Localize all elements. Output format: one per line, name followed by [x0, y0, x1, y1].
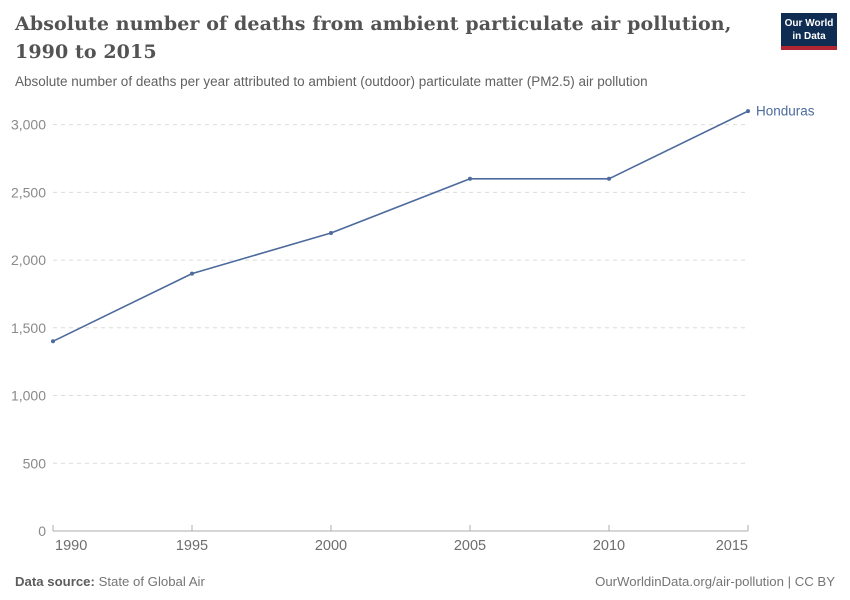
line-chart[interactable]: 0 500 1,000 1,500 2,000 2,500 3,000 1990 1995 200… — [0, 95, 850, 565]
svg-text:2010: 2010 — [593, 538, 625, 554]
svg-text:1990: 1990 — [55, 538, 87, 554]
svg-text:500: 500 — [23, 455, 47, 471]
chart-subtitle: Absolute number of deaths per year attri… — [15, 74, 648, 89]
owid-logo[interactable]: Our World in Data — [781, 13, 837, 50]
data-point-marker[interactable] — [468, 176, 472, 181]
svg-text:2,000: 2,000 — [11, 252, 46, 268]
entity-label[interactable]: Honduras — [756, 104, 815, 119]
svg-text:3,000: 3,000 — [11, 117, 46, 133]
title-line-1: Absolute number of deaths from ambient p… — [15, 13, 732, 35]
x-axis — [52, 525, 749, 532]
data-point-marker[interactable] — [607, 176, 611, 181]
data-point-marker[interactable] — [329, 231, 333, 235]
data-source-value: State of Global Air — [98, 574, 205, 589]
title-line-2: 1990 to 2015 — [15, 40, 157, 63]
gridlines — [53, 124, 748, 464]
data-source-label: Data source: — [15, 574, 95, 589]
svg-text:2005: 2005 — [454, 538, 486, 554]
svg-text:1995: 1995 — [176, 538, 208, 554]
owid-logo-line-1: Our World — [784, 18, 834, 29]
svg-text:1,000: 1,000 — [11, 388, 46, 404]
chart-footer: Data source: State of Global Air OurWorl… — [15, 574, 835, 589]
x-axis-labels: 1990 1995 2000 2005 2010 2015 — [55, 538, 748, 554]
svg-text:2,500: 2,500 — [11, 184, 46, 200]
data-point-marker[interactable] — [746, 109, 750, 114]
svg-text:2015: 2015 — [716, 538, 748, 554]
owid-logo-line-2: in Data — [792, 31, 826, 42]
svg-text:1,500: 1,500 — [11, 320, 46, 336]
svg-text:2000: 2000 — [315, 538, 347, 554]
data-point-marker[interactable] — [51, 339, 55, 344]
credit-link[interactable]: OurWorldinData.org/air-pollution | CC BY — [595, 574, 835, 589]
y-axis-labels: 0 500 1,000 1,500 2,000 2,500 3,000 — [11, 117, 46, 539]
series-line[interactable] — [51, 109, 750, 344]
data-source: Data source: State of Global Air — [15, 574, 205, 589]
svg-text:0: 0 — [38, 523, 46, 539]
chart-title: Absolute number of deaths from ambient p… — [15, 11, 731, 66]
data-point-marker[interactable] — [190, 271, 194, 276]
